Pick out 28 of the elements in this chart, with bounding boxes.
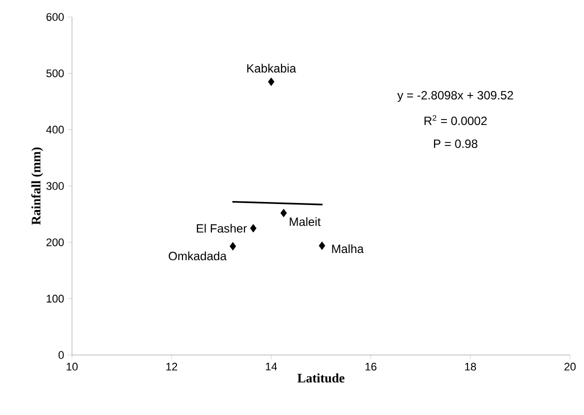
y-tick-label: 300: [46, 182, 64, 190]
y-tick-label: 100: [46, 294, 64, 303]
y-tick-label: 600: [46, 13, 64, 21]
point: [318, 242, 326, 250]
annotation: R$^{2}$ = 0.0002: [424, 115, 487, 126]
annotation: Omkadada: [168, 251, 227, 260]
point: [280, 208, 287, 218]
annotation: P = 0.98: [434, 140, 478, 148]
x-tick-label: 18: [465, 362, 476, 371]
y-tick-label: 200: [46, 238, 64, 246]
x-tick-label: 16: [366, 362, 376, 371]
y-tick-label: 500: [46, 69, 64, 78]
annotation: Malha: [332, 244, 364, 254]
x-tick-label: 10: [66, 362, 78, 371]
point: [268, 78, 274, 86]
x-tick-label: 14: [266, 362, 277, 370]
y-axis-title: Rainfall (mm): [31, 148, 44, 225]
annotation: Kabkabia: [247, 64, 296, 73]
x-tick-label: 12: [166, 362, 178, 370]
point: [250, 224, 256, 232]
x-axis-title: Latitude: [297, 373, 344, 383]
annotation: El Fasher: [196, 224, 247, 233]
x-tick-label: 20: [564, 362, 576, 371]
point: [230, 242, 236, 250]
annotation: Maleit: [290, 217, 321, 226]
y-tick-label: 0: [58, 351, 64, 359]
annotation: y = -2.8098x + 309.52: [397, 91, 514, 102]
y-tick-label: 400: [46, 126, 64, 134]
